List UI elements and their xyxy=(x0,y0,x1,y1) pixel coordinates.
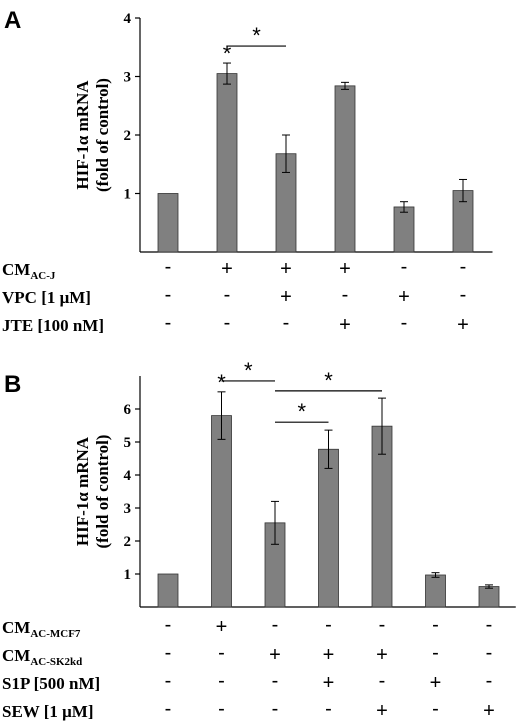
condition-plus: + xyxy=(280,258,292,280)
condition-subscript: AC-MCF7 xyxy=(30,628,81,640)
condition-minus: - xyxy=(165,698,172,720)
bracket-star: * xyxy=(244,358,253,383)
condition-plus: + xyxy=(398,286,410,308)
condition-subscript: AC-J xyxy=(30,270,56,282)
y-tick-label: 3 xyxy=(124,501,132,517)
bracket-star: * xyxy=(297,399,306,424)
y-tick-label: 4 xyxy=(124,11,132,27)
condition-minus: - xyxy=(165,312,172,334)
bar xyxy=(425,574,446,608)
bracket-star: * xyxy=(252,23,261,48)
condition-subscript: AC-SK2kd xyxy=(30,656,82,668)
bar xyxy=(211,415,232,608)
bar xyxy=(393,206,415,253)
condition-minus: - xyxy=(218,698,225,720)
condition-minus: - xyxy=(401,312,408,334)
condition-minus: - xyxy=(432,698,439,720)
condition-minus: - xyxy=(224,312,231,334)
condition-plus: + xyxy=(339,314,351,336)
condition-plus: + xyxy=(216,616,228,638)
bar xyxy=(318,448,339,608)
condition-plus: + xyxy=(323,644,335,666)
bracket-star: * xyxy=(324,368,333,393)
panel-letter: B xyxy=(4,371,21,398)
condition-minus: - xyxy=(272,698,279,720)
condition-minus: - xyxy=(342,284,349,306)
condition-name: VPC [1 μM] xyxy=(2,288,91,307)
panel-B: B HIF-1α mRNA (fold of control) 1 2 3 4 5 6 * * * * C… xyxy=(2,358,516,722)
condition-minus: - xyxy=(165,284,172,306)
y-axis-label: HIF-1α mRNA xyxy=(73,80,92,190)
bar xyxy=(157,573,179,608)
significance-star: * xyxy=(217,370,226,395)
bar xyxy=(216,73,238,253)
condition-minus: - xyxy=(379,614,386,636)
condition-plus: + xyxy=(457,314,469,336)
condition-name: CM xyxy=(2,260,30,279)
condition-name: JTE [100 nM] xyxy=(2,316,104,335)
y-tick-label: 5 xyxy=(124,435,132,451)
condition-minus: - xyxy=(325,698,332,720)
condition-label: VPC [1 μM] xyxy=(2,288,91,307)
condition-minus: - xyxy=(432,614,439,636)
bar xyxy=(478,586,500,608)
condition-minus: - xyxy=(486,670,493,692)
y-tick-label: 2 xyxy=(124,128,132,144)
condition-minus: - xyxy=(272,670,279,692)
condition-minus: - xyxy=(432,642,439,664)
condition-minus: - xyxy=(218,670,225,692)
condition-plus: + xyxy=(323,672,335,694)
condition-minus: - xyxy=(283,312,290,334)
condition-minus: - xyxy=(379,670,386,692)
condition-label: SEW [1 μM] xyxy=(2,702,94,721)
y-tick-label: 3 xyxy=(124,70,132,86)
y-tick-label: 4 xyxy=(124,468,132,484)
condition-plus: + xyxy=(280,286,292,308)
condition-minus: - xyxy=(325,614,332,636)
condition-plus: + xyxy=(339,258,351,280)
condition-label: CMAC-SK2kd xyxy=(2,646,82,668)
condition-minus: - xyxy=(165,670,172,692)
y-axis-label: HIF-1α mRNA xyxy=(73,436,92,546)
condition-label: S1P [500 nM] xyxy=(2,674,100,693)
condition-minus: - xyxy=(460,284,467,306)
condition-plus: + xyxy=(376,644,388,666)
condition-label: CMAC-MCF7 xyxy=(2,618,81,640)
condition-minus: - xyxy=(218,642,225,664)
condition-minus: - xyxy=(165,256,172,278)
condition-name: CM xyxy=(2,618,30,637)
condition-minus: - xyxy=(401,256,408,278)
condition-plus: + xyxy=(483,700,495,722)
y-tick-label: 1 xyxy=(124,187,132,203)
y-axis-label-sub: (fold of control) xyxy=(93,78,112,192)
condition-minus: - xyxy=(272,614,279,636)
y-tick-label: 1 xyxy=(124,567,132,583)
y-tick-label: 2 xyxy=(124,534,132,550)
condition-plus: + xyxy=(430,672,442,694)
condition-label: JTE [100 nM] xyxy=(2,316,104,335)
y-axis-label-sub: (fold of control) xyxy=(93,435,112,549)
condition-minus: - xyxy=(486,614,493,636)
condition-minus: - xyxy=(165,642,172,664)
condition-plus: + xyxy=(269,644,281,666)
condition-minus: - xyxy=(165,614,172,636)
condition-name: S1P [500 nM] xyxy=(2,674,100,693)
panel-letter: A xyxy=(4,7,21,34)
bar xyxy=(157,193,179,253)
condition-name: SEW [1 μM] xyxy=(2,702,94,721)
condition-minus: - xyxy=(486,642,493,664)
condition-minus: - xyxy=(460,256,467,278)
condition-plus: + xyxy=(221,258,233,280)
bar xyxy=(334,85,356,253)
significance-star: * xyxy=(223,41,232,66)
y-tick-label: 6 xyxy=(124,402,132,418)
condition-minus: - xyxy=(224,284,231,306)
condition-name: CM xyxy=(2,646,30,665)
panel-A: A HIF-1α mRNA (fold of control) 1 2 3 4 * * CMAC-… xyxy=(2,7,493,336)
condition-label: CMAC-J xyxy=(2,260,56,282)
condition-plus: + xyxy=(376,700,388,722)
